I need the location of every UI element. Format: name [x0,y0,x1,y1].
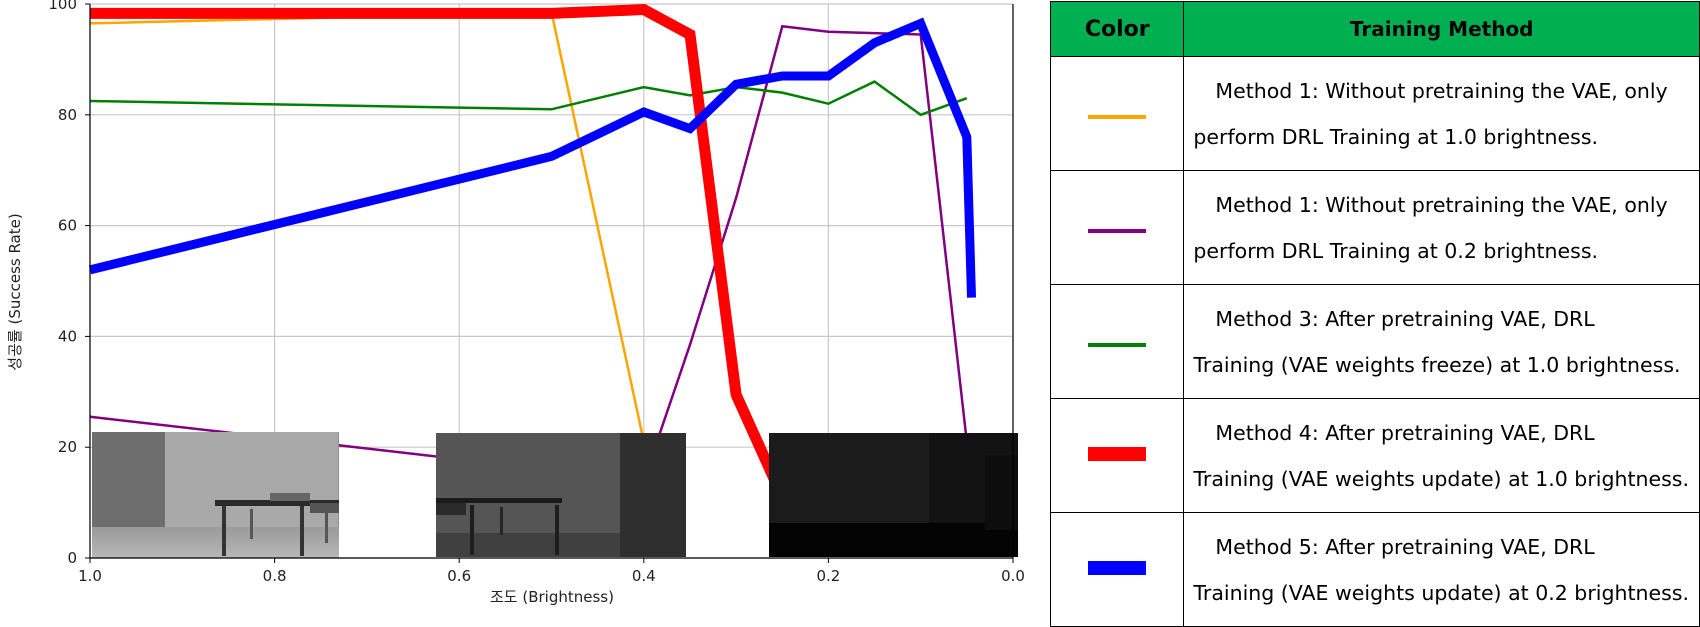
legend-method-text: Method 1: Without pretraining the VAE, o… [1183,56,1700,171]
blue-series-line [88,17,976,298]
x-tick-label: 0.2 [816,567,840,585]
y-tick-label: 20 [58,438,77,456]
red-series-line [90,3,788,500]
legend-method-text: Method 1: Without pretraining the VAE, o… [1183,170,1700,285]
series-lines [88,3,976,500]
legend-swatch-cell [1049,56,1185,171]
x-tick-label: 0.0 [1001,567,1025,585]
orange-line-swatch [1088,115,1147,119]
y-tick-label: 80 [58,106,77,124]
legend-swatch-cell [1049,398,1185,513]
legend-swatch-cell [1049,512,1185,627]
legend-method-text: Method 4: After pretraining VAE, DRL Trai… [1183,398,1700,513]
purple-series-line [89,24,969,482]
y-axis-label: 성공률 (Success Rate) [6,213,24,370]
y-tick-label: 60 [58,217,77,235]
x-tick-label: 1.0 [78,567,102,585]
tick-labels: 1.0 0.8 0.6 0.4 0.2 0.0 0 20 40 60 80 100 [48,0,1025,585]
x-tick-label: 0.8 [263,567,287,585]
red-line-swatch [1088,447,1147,461]
green-series-line [89,80,968,117]
x-tick-label: 0.6 [447,567,471,585]
y-tick-label: 0 [67,549,77,567]
brightness-0-5-image [436,433,686,557]
legend-header-method: Training Method [1183,1,1700,57]
legend-header-color: Color [1049,1,1185,57]
brightness-thumbnails [92,432,1018,558]
purple-line-swatch [1088,229,1147,233]
legend-row: Method 4: After pretraining VAE, DRL Trai… [1049,398,1700,513]
legend-table: Color Training Method Method 1: Without … [1049,1,1700,627]
legend-row: Method 5: After pretraining VAE, DRL Trai… [1049,512,1700,627]
legend-row: Method 3: After pretraining VAE, DRL Trai… [1049,284,1700,399]
orange-series-line [89,11,646,442]
legend-swatch-cell [1049,284,1185,399]
legend-method-text: Method 5: After pretraining VAE, DRL Trai… [1183,512,1700,627]
y-tick-label: 100 [48,0,77,13]
brightness-0-1-image [769,433,1018,557]
legend-row: Method 1: Without pretraining the VAE, o… [1049,56,1700,171]
brightness-1-0-image [92,432,339,558]
success-rate-chart: 1.0 0.8 0.6 0.4 0.2 0.0 0 20 40 60 80 100 조도 (Brigh… [6,0,1025,606]
legend-row: Method 1: Without pretraining the VAE, o… [1049,170,1700,285]
legend-swatch-cell [1049,170,1185,285]
green-line-swatch [1088,343,1147,347]
x-axis-label: 조도 (Brightness) [490,588,614,606]
y-tick-label: 40 [58,327,77,345]
axes [85,3,1014,563]
blue-line-swatch [1088,561,1147,575]
legend-method-text: Method 3: After pretraining VAE, DRL Trai… [1183,284,1700,399]
x-tick-label: 0.4 [632,567,656,585]
